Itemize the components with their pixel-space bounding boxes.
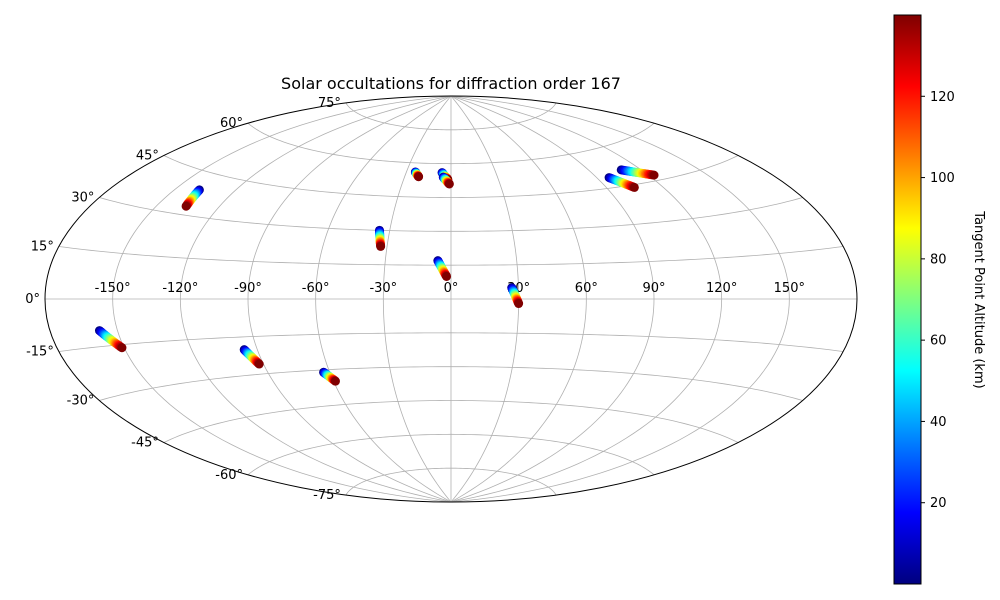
parallel-line (247, 433, 655, 476)
colorbar-tick-label: 40 (930, 415, 947, 430)
longitude-tick-label: -150° (95, 281, 131, 296)
longitude-tick-label: 60° (575, 281, 598, 296)
colorbar-tick-label: 60 (930, 334, 947, 349)
colorbar-tick-label: 80 (930, 252, 947, 267)
colorbar-label: Tangent Point Altitude (km) (971, 210, 986, 388)
parallel-line (345, 467, 557, 496)
colorbar-gradient (893, 14, 922, 585)
colorbar: 20 40 60 80 100 120 Tangent Point Altitude (k… (893, 14, 986, 585)
occultation-point (181, 201, 191, 211)
latitude-tick-label: 45° (136, 148, 159, 163)
latitude-tick-label: 30° (71, 191, 94, 206)
longitude-tick-label: 0° (444, 281, 459, 296)
map-border (44, 95, 858, 503)
latitude-tick-label: -75° (313, 488, 341, 503)
latitude-tick-label: -60° (215, 468, 243, 483)
longitude-tick-label: 150° (774, 281, 805, 296)
longitude-tick-label: -60° (302, 281, 330, 296)
occultation-points (94, 165, 659, 386)
parallel-line (247, 122, 655, 165)
latitude-tick-label: 60° (220, 116, 243, 131)
map-grid (45, 96, 857, 502)
occultation-point (414, 172, 424, 182)
occultation-point (649, 170, 659, 180)
colorbar-tick-label: 120 (930, 90, 955, 105)
longitude-tick-label: 90° (642, 281, 665, 296)
occultation-point (376, 241, 386, 251)
longitude-tick-label: -90° (234, 281, 262, 296)
chart-title: Solar occultations for diffraction order… (281, 74, 621, 93)
parallel-line (99, 197, 803, 232)
occultation-point (117, 343, 127, 353)
parallel-line (58, 246, 844, 266)
longitude-tick-labels: -150° -120° -90° -60° -30° 0° 30° 60° 90° 120° 150… (95, 281, 805, 296)
colorbar-tick-label: 100 (930, 171, 955, 186)
occultation-point (254, 359, 264, 369)
latitude-tick-label: -45° (131, 436, 159, 451)
parallel-line (58, 332, 844, 352)
parallel-line (345, 102, 557, 131)
latitude-tick-label: -15° (26, 345, 54, 360)
longitude-tick-label: 120° (706, 281, 737, 296)
longitude-tick-label: -120° (162, 281, 198, 296)
parallel-line (163, 400, 739, 443)
longitude-tick-label: -30° (369, 281, 397, 296)
colorbar-ticks: 20 40 60 80 100 120 (921, 90, 955, 511)
latitude-tick-label: 0° (25, 292, 40, 307)
occultation-point (629, 182, 639, 192)
occultation-point (330, 376, 340, 386)
latitude-tick-label: -30° (67, 394, 95, 409)
latitude-tick-labels: -75° -60° -45° -30° -15° 0° 15° 30° 45° 60° 75° (25, 96, 341, 503)
latitude-tick-label: 15° (31, 239, 54, 254)
parallel-line (163, 155, 739, 198)
parallel-line (99, 366, 803, 401)
occultation-point (514, 299, 524, 309)
colorbar-tick-label: 20 (930, 496, 947, 511)
latitude-tick-label: 75° (318, 96, 341, 111)
occultation-point (444, 179, 454, 189)
occultation-point (442, 271, 452, 281)
